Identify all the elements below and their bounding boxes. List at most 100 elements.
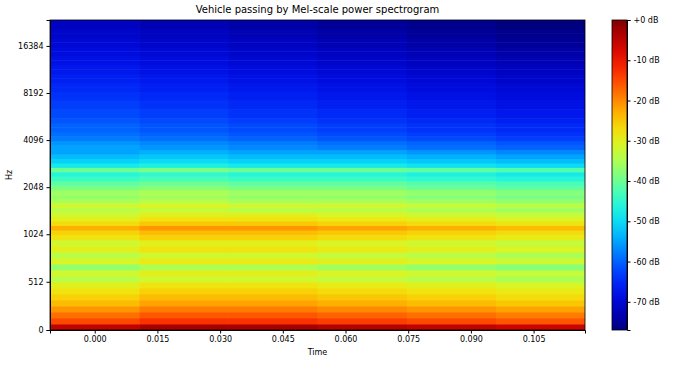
cell	[50, 159, 140, 164]
cell	[139, 33, 229, 38]
cell	[496, 69, 585, 74]
cell	[228, 199, 318, 204]
cell	[407, 185, 497, 190]
cell	[318, 118, 408, 123]
cell	[318, 33, 408, 38]
cell	[228, 154, 318, 159]
cell	[139, 87, 229, 92]
cell	[228, 264, 318, 270]
tick-mark	[47, 140, 51, 141]
cell	[407, 109, 497, 114]
cell	[407, 150, 497, 155]
cell	[50, 38, 140, 43]
cell	[318, 300, 408, 307]
x-axis: 0.0000.0150.0300.0450.0600.0750.0900.105	[51, 330, 586, 344]
colorbar	[612, 20, 627, 330]
cell	[496, 78, 585, 83]
cell	[139, 246, 229, 253]
cell	[228, 56, 318, 61]
axis-line	[628, 21, 631, 331]
cell	[496, 270, 585, 277]
cell	[407, 212, 497, 217]
cell	[318, 181, 408, 186]
tick-label: 0.045	[272, 335, 295, 344]
cell	[496, 264, 585, 270]
cell	[228, 217, 318, 222]
cell	[318, 172, 408, 177]
cell	[50, 60, 140, 65]
cell	[139, 118, 229, 123]
cell	[318, 38, 408, 43]
cell	[139, 150, 229, 155]
cell	[50, 127, 140, 132]
cell	[496, 221, 585, 226]
cell	[407, 300, 497, 307]
tick: -10 dB	[627, 56, 660, 65]
cell	[496, 74, 585, 79]
cell	[407, 240, 497, 247]
cell	[228, 150, 318, 155]
cell	[139, 252, 229, 259]
tick: 0.045	[272, 330, 295, 344]
tick: -50 dB	[627, 217, 660, 226]
cell	[228, 60, 318, 65]
cell	[50, 212, 140, 217]
tick-label: 16384	[18, 42, 43, 51]
cell	[139, 300, 229, 307]
cell	[139, 78, 229, 83]
cell	[318, 306, 408, 313]
cell	[228, 167, 318, 172]
tick-label: +0 dB	[634, 16, 659, 25]
cell	[50, 141, 140, 146]
cell	[139, 145, 229, 150]
cell	[228, 123, 318, 128]
cell	[407, 246, 497, 253]
cell	[139, 38, 229, 43]
tick-label: 0.030	[209, 335, 232, 344]
cell	[407, 159, 497, 164]
tick: 0.030	[209, 330, 232, 344]
cell	[228, 306, 318, 313]
cell	[228, 87, 318, 92]
cell	[496, 172, 585, 177]
cell	[318, 199, 408, 204]
tick-mark	[47, 282, 51, 283]
cell	[228, 270, 318, 277]
cell	[50, 225, 140, 230]
tick: -60 dB	[627, 258, 660, 267]
cell	[228, 33, 318, 38]
cell	[496, 225, 585, 230]
cell	[318, 136, 408, 141]
cell	[318, 141, 408, 146]
cell	[496, 234, 585, 240]
cell	[139, 159, 229, 164]
cell	[318, 185, 408, 190]
cell	[318, 87, 408, 92]
cell	[496, 176, 585, 181]
tick: 1024	[23, 230, 50, 239]
cell	[318, 240, 408, 247]
cell	[318, 51, 408, 56]
cell	[50, 132, 140, 137]
cell	[228, 109, 318, 114]
cell	[228, 29, 318, 34]
cell	[139, 258, 229, 265]
cell	[318, 132, 408, 137]
cell	[496, 167, 585, 172]
cell	[50, 234, 140, 240]
cell	[318, 150, 408, 155]
cell	[50, 96, 140, 101]
cell	[228, 234, 318, 240]
cell	[228, 240, 318, 247]
cell	[407, 194, 497, 199]
cell	[139, 83, 229, 88]
cell	[318, 230, 408, 235]
cell	[228, 20, 318, 25]
tick-mark	[157, 330, 158, 334]
cell	[318, 69, 408, 74]
chart: 0.0000.0150.0300.0450.0600.0750.0900.105…	[0, 0, 673, 366]
cell	[407, 282, 497, 289]
cell	[50, 65, 140, 70]
cell	[496, 217, 585, 222]
cell	[50, 118, 140, 123]
